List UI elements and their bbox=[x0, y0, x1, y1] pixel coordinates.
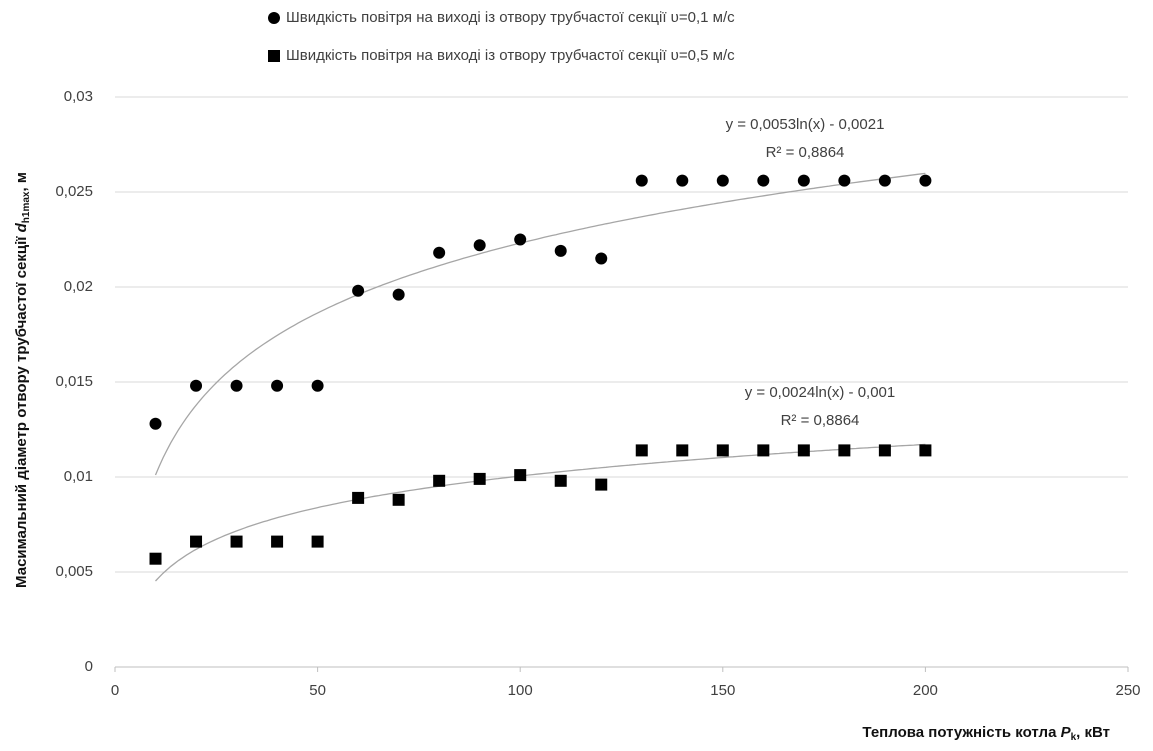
x-tick-label: 100 bbox=[508, 682, 533, 699]
point bbox=[838, 174, 851, 187]
point bbox=[878, 444, 891, 457]
trendline bbox=[155, 443, 926, 582]
point bbox=[473, 472, 486, 485]
point bbox=[190, 379, 203, 392]
x-tick-label: 200 bbox=[913, 682, 938, 699]
point bbox=[433, 246, 446, 259]
x-tick-label: 0 bbox=[111, 682, 119, 699]
point bbox=[757, 174, 770, 187]
y-tick-label: 0,025 bbox=[55, 183, 93, 200]
y-label-unit: , м bbox=[13, 172, 30, 191]
y-axis-label: Масимальний діаметр отвору трубчастої се… bbox=[13, 172, 32, 588]
x-tick-label: 50 bbox=[309, 682, 326, 699]
point bbox=[149, 552, 162, 565]
point bbox=[595, 478, 608, 491]
point bbox=[230, 535, 243, 548]
point bbox=[595, 252, 608, 265]
point bbox=[433, 474, 446, 487]
point bbox=[919, 444, 932, 457]
point bbox=[190, 535, 203, 548]
trendline bbox=[154, 172, 926, 476]
point bbox=[230, 379, 243, 392]
x-label-unit: , кВт bbox=[1076, 724, 1110, 741]
y-label-symbol: d bbox=[13, 222, 30, 232]
point bbox=[311, 535, 324, 548]
point bbox=[635, 444, 648, 457]
x-tick-label: 250 bbox=[1115, 682, 1140, 699]
y-tick-label: 0,015 bbox=[55, 373, 93, 390]
point bbox=[392, 288, 405, 301]
trendline-equation: y = 0,0053ln(x) - 0,0021 bbox=[726, 116, 885, 133]
x-label-subscript: k bbox=[1071, 732, 1077, 743]
point bbox=[716, 174, 729, 187]
y-label-text: Масимальний діаметр отвору трубчастої се… bbox=[13, 232, 30, 588]
y-tick-label: 0 bbox=[85, 658, 93, 675]
legend-marker bbox=[268, 50, 280, 62]
point bbox=[271, 535, 284, 548]
point bbox=[352, 284, 365, 297]
x-label-text: Теплова потужність котла bbox=[862, 724, 1060, 741]
trendline-r2: R² = 0,8864 bbox=[766, 144, 845, 161]
point bbox=[554, 244, 567, 257]
point bbox=[919, 174, 932, 187]
point bbox=[797, 174, 810, 187]
trendline-equation: y = 0,0024ln(x) - 0,001 bbox=[745, 384, 896, 401]
legend-marker bbox=[268, 12, 280, 24]
point bbox=[514, 233, 527, 246]
point bbox=[676, 174, 689, 187]
point bbox=[797, 444, 810, 457]
y-tick-label: 0,01 bbox=[64, 468, 93, 485]
trendline-r2: R² = 0,8864 bbox=[781, 412, 860, 429]
point bbox=[716, 444, 729, 457]
y-tick-label: 0,005 bbox=[55, 563, 93, 580]
y-tick-label: 0,02 bbox=[64, 278, 93, 295]
point bbox=[878, 174, 891, 187]
legend-label: Швидкість повітря на виході із отвору тр… bbox=[286, 47, 735, 64]
point bbox=[271, 379, 284, 392]
point bbox=[149, 417, 162, 430]
point bbox=[311, 379, 324, 392]
x-label-symbol: P bbox=[1061, 724, 1072, 741]
legend-label: Швидкість повітря на виході із отвору тр… bbox=[286, 9, 735, 26]
y-tick-label: 0,03 bbox=[64, 88, 93, 105]
point bbox=[838, 444, 851, 457]
point bbox=[473, 239, 486, 252]
y-label-subscript: h1max bbox=[21, 191, 32, 223]
point bbox=[676, 444, 689, 457]
point bbox=[352, 491, 365, 504]
point bbox=[757, 444, 770, 457]
x-tick-label: 150 bbox=[710, 682, 735, 699]
point bbox=[635, 174, 648, 187]
x-axis-label: Теплова потужність котла Pk, кВт bbox=[862, 724, 1110, 743]
point bbox=[392, 493, 405, 506]
point bbox=[514, 469, 527, 482]
point bbox=[554, 474, 567, 487]
